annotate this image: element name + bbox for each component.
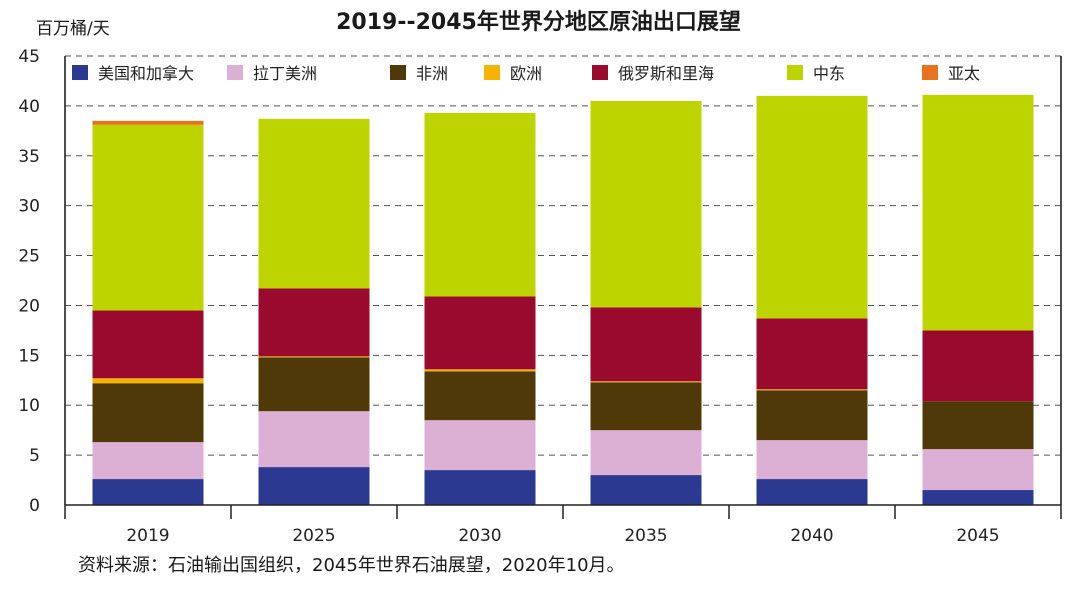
y-tick-label: 35 — [18, 147, 40, 167]
bar-segment — [756, 318, 868, 390]
x-tick-label: 2030 — [458, 526, 501, 546]
bar-segment — [756, 95, 868, 319]
legend-swatch — [484, 65, 500, 80]
bar-segment — [756, 389, 868, 391]
bar-segment — [258, 357, 370, 412]
x-tick-label: 2025 — [292, 526, 335, 546]
legend-label: 拉丁美洲 — [253, 64, 317, 83]
bar-segment — [92, 479, 204, 505]
x-tick-label: 2040 — [790, 526, 833, 546]
bar-segment — [590, 430, 702, 476]
bar-segment — [92, 378, 204, 384]
y-tick-label: 40 — [18, 97, 40, 117]
legend-swatch — [922, 65, 938, 80]
bar-segment — [92, 124, 204, 311]
bar-segment — [258, 288, 370, 357]
legend-swatch — [72, 65, 88, 80]
bar-segment — [258, 411, 370, 468]
x-tick-label: 2035 — [624, 526, 667, 546]
legend-swatch — [227, 65, 243, 80]
legend-label: 俄罗斯和里海 — [618, 64, 714, 83]
y-tick-label: 0 — [29, 496, 40, 516]
x-tick-label: 2045 — [956, 526, 999, 546]
y-tick-label: 20 — [18, 296, 40, 316]
bar-segment — [922, 449, 1034, 491]
legend-label: 亚太 — [948, 64, 980, 83]
y-tick-label: 25 — [18, 247, 40, 267]
y-tick-label: 30 — [18, 197, 40, 217]
legend-swatch — [787, 65, 803, 80]
y-tick-label: 5 — [29, 446, 40, 466]
bar-segment — [922, 490, 1034, 505]
x-tick-label: 2019 — [126, 526, 169, 546]
bar-segment — [258, 467, 370, 505]
legend-swatch — [592, 65, 608, 80]
bar-segment — [922, 401, 1034, 450]
legend-swatch — [390, 65, 406, 80]
chart-title: 2019--2045年世界分地区原油出口展望 — [336, 10, 741, 35]
bar-segment — [590, 307, 702, 382]
bar-segment — [590, 381, 702, 383]
bar-segment — [756, 479, 868, 505]
legend-label: 欧洲 — [510, 64, 542, 83]
bar-segment — [590, 382, 702, 431]
bar-segment — [92, 310, 204, 379]
bar-segment — [92, 383, 204, 443]
bar-segment — [922, 94, 1034, 331]
legend-label: 中东 — [813, 64, 845, 83]
legend-label: 美国和加拿大 — [98, 64, 194, 83]
legend-label: 非洲 — [416, 64, 448, 83]
source-note: 资料来源：石油输出国组织，2045年世界石油展望，2020年10月。 — [78, 555, 625, 576]
bar-segment — [258, 356, 370, 358]
y-tick-label: 10 — [18, 396, 40, 416]
bar-segment — [92, 120, 204, 125]
bar-segment — [424, 296, 536, 370]
bar-segment — [424, 112, 536, 297]
y-tick-label: 15 — [18, 346, 40, 366]
bar-segment — [424, 369, 536, 372]
bar-segment — [92, 442, 204, 480]
y-tick-label: 45 — [18, 47, 40, 67]
bar-segment — [756, 390, 868, 441]
bar-segment — [590, 100, 702, 308]
bar-segment — [424, 420, 536, 471]
bar-segment — [258, 118, 370, 289]
bar-segment — [756, 440, 868, 480]
y-axis-unit-label: 百万桶/天 — [36, 19, 110, 39]
bar-segment — [424, 371, 536, 421]
bar-segment — [590, 475, 702, 505]
bar-segment — [922, 330, 1034, 402]
bar-segment — [424, 470, 536, 505]
